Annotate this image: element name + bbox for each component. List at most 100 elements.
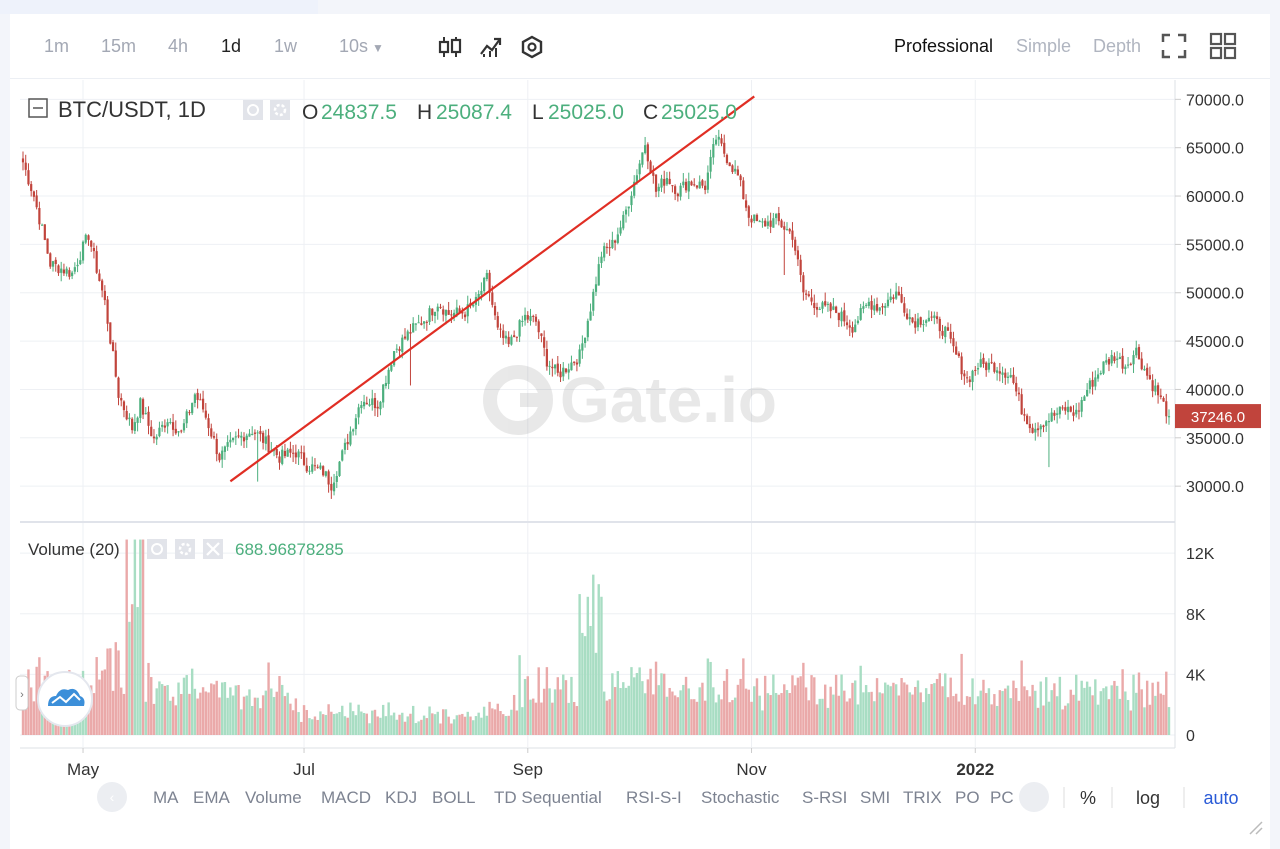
log-scale-toggle[interactable]: log xyxy=(1136,788,1160,808)
candle-body xyxy=(971,370,974,383)
volume-bars xyxy=(21,539,1171,735)
volume-bar xyxy=(747,689,750,735)
gear-icon[interactable] xyxy=(175,539,195,559)
candle-body xyxy=(84,234,87,243)
indicator-trix[interactable]: TRIX xyxy=(903,788,942,807)
candle-body xyxy=(987,362,991,370)
volume-bar xyxy=(884,682,887,735)
indicator-ema[interactable]: EMA xyxy=(193,788,231,807)
indicator-macd[interactable]: MACD xyxy=(321,788,371,807)
candle-body xyxy=(1135,347,1138,356)
drawing-tools-toggle[interactable]: › xyxy=(15,671,93,727)
indicator-kdj[interactable]: KDJ xyxy=(385,788,417,807)
candle-body xyxy=(521,321,524,323)
candle-body xyxy=(851,327,854,333)
volume-bar xyxy=(321,714,325,735)
volume-bar xyxy=(676,697,680,735)
volume-bar xyxy=(311,719,314,735)
grid-layout-icon[interactable] xyxy=(1209,32,1237,60)
volume-bar xyxy=(188,693,191,735)
percent-scale-toggle[interactable]: % xyxy=(1080,788,1096,808)
volume-bar xyxy=(690,699,693,735)
indicator-ma[interactable]: MA xyxy=(153,788,179,807)
volume-bar xyxy=(406,716,409,735)
candle-body xyxy=(182,423,186,431)
candle-body xyxy=(553,364,557,369)
indicator-s-rsi[interactable]: S-RSI xyxy=(802,788,847,807)
chart-toolbar: 1m 15m 4h 1d 1w 10s ▼ xyxy=(10,14,1270,79)
volume-bar xyxy=(466,711,469,735)
resize-handle-icon[interactable] xyxy=(1249,821,1263,835)
auto-scale-toggle[interactable]: auto xyxy=(1203,788,1238,808)
candle-body xyxy=(248,433,251,437)
candle-body xyxy=(163,425,166,428)
indicator-chart-icon[interactable] xyxy=(478,34,504,60)
candle-body xyxy=(785,229,789,231)
scroll-right-button[interactable] xyxy=(1019,782,1049,812)
timeframe-4h[interactable]: 4h xyxy=(168,36,189,56)
candle-body xyxy=(294,452,297,458)
trendline[interactable] xyxy=(229,95,755,483)
candle-body xyxy=(624,209,628,215)
indicator-td-sequential[interactable]: TD Sequential xyxy=(494,788,602,807)
volume-bar xyxy=(174,705,177,735)
volume-bar xyxy=(185,675,188,735)
interval-select[interactable]: 10s ▼ xyxy=(339,36,384,57)
volume-bar xyxy=(371,710,374,735)
fullscreen-icon[interactable] xyxy=(1160,32,1188,60)
gear-icon[interactable] xyxy=(270,100,290,120)
time-tick-label: Sep xyxy=(513,760,543,779)
mode-professional[interactable]: Professional xyxy=(894,36,994,56)
eye-icon[interactable] xyxy=(243,100,263,120)
candle-body xyxy=(957,353,960,357)
volume-bar xyxy=(169,700,172,735)
indicator-po[interactable]: PO xyxy=(955,788,980,807)
volume-bar xyxy=(856,704,860,735)
timeframe-1d[interactable]: 1d xyxy=(221,36,242,56)
volume-bar xyxy=(507,715,510,735)
indicator-boll[interactable]: BOLL xyxy=(432,788,475,807)
mode-depth[interactable]: Depth xyxy=(1093,36,1142,56)
scroll-left-button[interactable] xyxy=(97,782,127,812)
indicator-stochastic[interactable]: Stochastic xyxy=(701,788,780,807)
volume-bar xyxy=(264,690,268,735)
candle-body xyxy=(30,184,33,192)
candle-body xyxy=(507,336,510,345)
timeframe-1w[interactable]: 1w xyxy=(274,36,298,56)
time-axis[interactable]: May Jul Sep Nov 2022 xyxy=(67,748,994,779)
candle-body xyxy=(79,260,82,265)
candlestick-icon[interactable] xyxy=(437,34,463,60)
indicator-volume[interactable]: Volume xyxy=(245,788,302,807)
candle-body xyxy=(946,327,950,331)
candle-body xyxy=(103,290,106,301)
volume-bar xyxy=(1015,688,1018,735)
indicator-pc[interactable]: PC xyxy=(990,788,1014,807)
volume-bar xyxy=(1039,681,1042,735)
candle-body xyxy=(420,323,423,325)
timeframe-1m[interactable]: 1m xyxy=(44,36,70,56)
volume-bar xyxy=(717,694,720,735)
volume-bar xyxy=(1047,701,1051,735)
candle-body xyxy=(131,418,134,431)
indicator-rsi-s-i[interactable]: RSI-S-I xyxy=(626,788,682,807)
eye-icon[interactable] xyxy=(147,539,167,559)
settings-hexagon-icon[interactable] xyxy=(519,34,545,60)
candle-body xyxy=(985,362,988,371)
volume-bar xyxy=(572,701,576,735)
candle-body xyxy=(859,308,862,320)
volume-bar xyxy=(1009,698,1012,735)
timeframe-15m[interactable]: 15m xyxy=(101,36,137,56)
candle-body xyxy=(996,370,999,373)
candle-body xyxy=(65,268,68,274)
volume-bar xyxy=(900,677,903,735)
volume-bar xyxy=(480,717,483,735)
candle-body xyxy=(210,428,213,437)
candle-body xyxy=(1075,409,1078,415)
indicator-smi[interactable]: SMI xyxy=(860,788,890,807)
candle-body xyxy=(529,315,532,321)
mode-simple[interactable]: Simple xyxy=(1016,36,1072,56)
volume-tick-label: 8K xyxy=(1186,607,1206,624)
price-axis[interactable]: 70000.0 65000.0 60000.0 55000.0 50000.0 45000… xyxy=(1175,92,1244,496)
volume-bar xyxy=(411,705,415,735)
